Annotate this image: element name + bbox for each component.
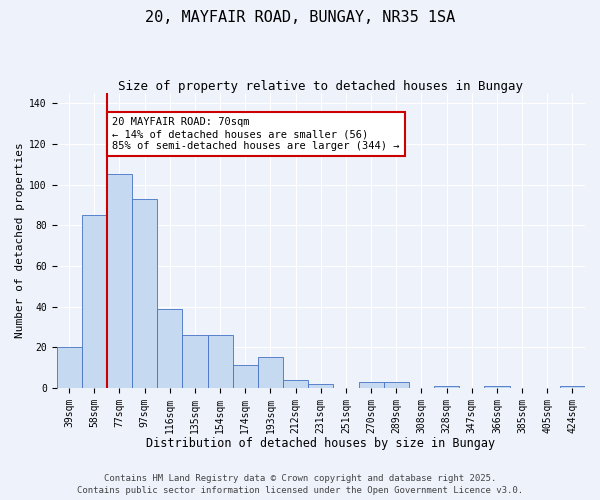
- X-axis label: Distribution of detached houses by size in Bungay: Distribution of detached houses by size …: [146, 437, 496, 450]
- Text: 20, MAYFAIR ROAD, BUNGAY, NR35 1SA: 20, MAYFAIR ROAD, BUNGAY, NR35 1SA: [145, 10, 455, 25]
- Title: Size of property relative to detached houses in Bungay: Size of property relative to detached ho…: [118, 80, 523, 93]
- Bar: [383, 382, 409, 388]
- Bar: [82, 215, 107, 388]
- Text: 20 MAYFAIR ROAD: 70sqm
← 14% of detached houses are smaller (56)
85% of semi-det: 20 MAYFAIR ROAD: 70sqm ← 14% of detached…: [112, 118, 400, 150]
- Bar: [560, 386, 585, 388]
- Bar: [56, 347, 82, 388]
- Bar: [258, 358, 283, 388]
- Bar: [434, 386, 459, 388]
- Text: Contains HM Land Registry data © Crown copyright and database right 2025.
Contai: Contains HM Land Registry data © Crown c…: [77, 474, 523, 495]
- Y-axis label: Number of detached properties: Number of detached properties: [15, 142, 25, 338]
- Bar: [107, 174, 132, 388]
- Bar: [208, 335, 233, 388]
- Bar: [132, 198, 157, 388]
- Bar: [157, 308, 182, 388]
- Bar: [283, 380, 308, 388]
- Bar: [182, 335, 208, 388]
- Bar: [308, 384, 334, 388]
- Bar: [233, 366, 258, 388]
- Bar: [359, 382, 383, 388]
- Bar: [484, 386, 509, 388]
